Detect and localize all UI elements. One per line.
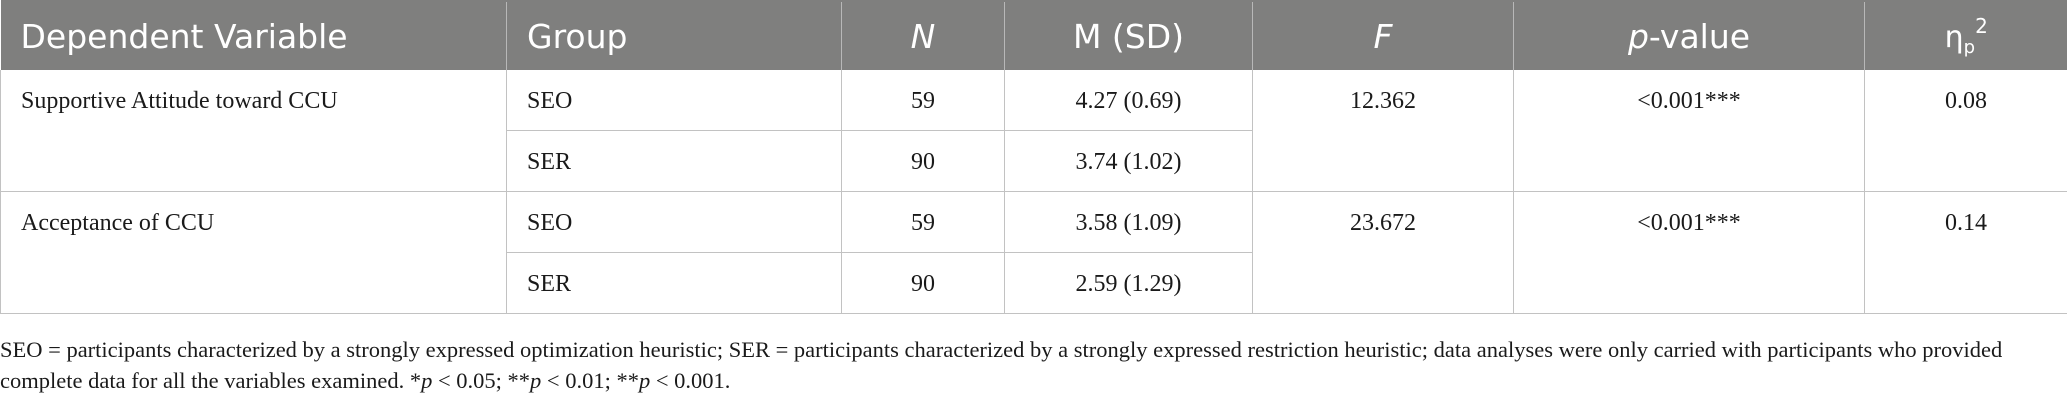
group-label: SER xyxy=(527,149,572,175)
header-eta-superscript: 2 xyxy=(1975,14,1988,38)
table-row: Supportive Attitude toward CCU SEO 59 4.… xyxy=(0,70,2067,192)
table-row: SER 90 3.74 (1.02) xyxy=(1,130,2067,192)
group-cell: SEO xyxy=(506,70,842,131)
n-cell: 59 xyxy=(841,191,1005,253)
header-p-suffix: -value xyxy=(1648,16,1751,56)
m-sd-value: 2.59 (1.29) xyxy=(1075,271,1182,297)
eta-cell: 0.14 xyxy=(1864,191,2067,314)
footnote-text: < 0.001. xyxy=(650,368,731,393)
results-table: Dependent Variable Group N M (SD) F p-va… xyxy=(0,0,2067,314)
dependent-variable-cell: Acceptance of CCU xyxy=(0,191,507,314)
table-row: Acceptance of CCU SEO 59 3.58 (1.09) 23.… xyxy=(0,191,2067,314)
eta-value: 0.14 xyxy=(1945,210,1987,236)
f-value: 12.362 xyxy=(1350,88,1416,114)
header-m-sd: M (SD) xyxy=(1004,0,1253,70)
header-eta-subscript: p xyxy=(1963,37,1976,58)
f-cell: 12.362 xyxy=(1252,70,1514,192)
n-value: 59 xyxy=(911,88,935,114)
header-n: N xyxy=(841,0,1005,70)
footnote-p-italic: p xyxy=(638,368,651,393)
header-group: Group xyxy=(506,0,842,70)
f-cell: 23.672 xyxy=(1252,191,1514,314)
m-sd-cell: 4.27 (0.69) xyxy=(1004,70,1253,131)
group-label: SEO xyxy=(527,88,573,114)
footnote-text: < 0.01; ** xyxy=(541,368,639,393)
header-f: F xyxy=(1252,0,1514,70)
m-sd-value: 4.27 (0.69) xyxy=(1075,88,1182,114)
m-sd-value: 3.58 (1.09) xyxy=(1075,210,1182,236)
p-value-cell: <0.001*** xyxy=(1513,191,1865,314)
table-header-row: Dependent Variable Group N M (SD) F p-va… xyxy=(0,0,2067,70)
group-label: SEO xyxy=(527,210,573,236)
eta-value: 0.08 xyxy=(1945,88,1987,114)
footnote-text: SEO = participants characterized by a st… xyxy=(0,337,2003,393)
group-cell: SEO xyxy=(506,191,842,253)
table-footnote: SEO = participants characterized by a st… xyxy=(0,334,2060,396)
p-value: <0.001*** xyxy=(1637,210,1741,236)
n-value: 90 xyxy=(911,271,935,297)
footnote-p-italic: p xyxy=(530,368,542,393)
results-table-container: Dependent Variable Group N M (SD) F p-va… xyxy=(0,0,2067,314)
table-row: SER 90 2.59 (1.29) xyxy=(1,252,2067,314)
group-cell: SER xyxy=(506,130,842,192)
dependent-variable-label: Supportive Attitude toward CCU xyxy=(21,88,338,114)
header-p-value: p-value xyxy=(1513,0,1865,70)
footnote-text: < 0.05; ** xyxy=(432,368,531,393)
header-eta-squared: ηp2 xyxy=(1864,0,2067,70)
m-sd-value: 3.74 (1.02) xyxy=(1075,149,1182,175)
m-sd-cell: 3.74 (1.02) xyxy=(1004,130,1253,192)
header-f-label: F xyxy=(1373,16,1393,56)
m-sd-cell: 3.58 (1.09) xyxy=(1004,191,1253,253)
header-n-label: N xyxy=(910,16,936,56)
footnote-p-italic: p xyxy=(421,368,433,393)
n-value: 59 xyxy=(911,210,935,236)
dependent-variable-cell: Supportive Attitude toward CCU xyxy=(0,70,507,192)
n-value: 90 xyxy=(911,149,935,175)
header-dependent-variable: Dependent Variable xyxy=(0,0,507,70)
f-value: 23.672 xyxy=(1350,210,1416,236)
n-cell: 90 xyxy=(841,130,1005,192)
group-label: SER xyxy=(527,271,572,297)
n-cell: 59 xyxy=(841,70,1005,131)
p-value-cell: <0.001*** xyxy=(1513,70,1865,192)
header-p-italic: p xyxy=(1627,16,1649,56)
m-sd-cell: 2.59 (1.29) xyxy=(1004,252,1253,314)
p-value: <0.001*** xyxy=(1637,88,1741,114)
header-eta-symbol: η xyxy=(1944,20,1964,55)
eta-cell: 0.08 xyxy=(1864,70,2067,192)
dependent-variable-label: Acceptance of CCU xyxy=(21,210,215,236)
group-cell: SER xyxy=(506,252,842,314)
n-cell: 90 xyxy=(841,252,1005,314)
